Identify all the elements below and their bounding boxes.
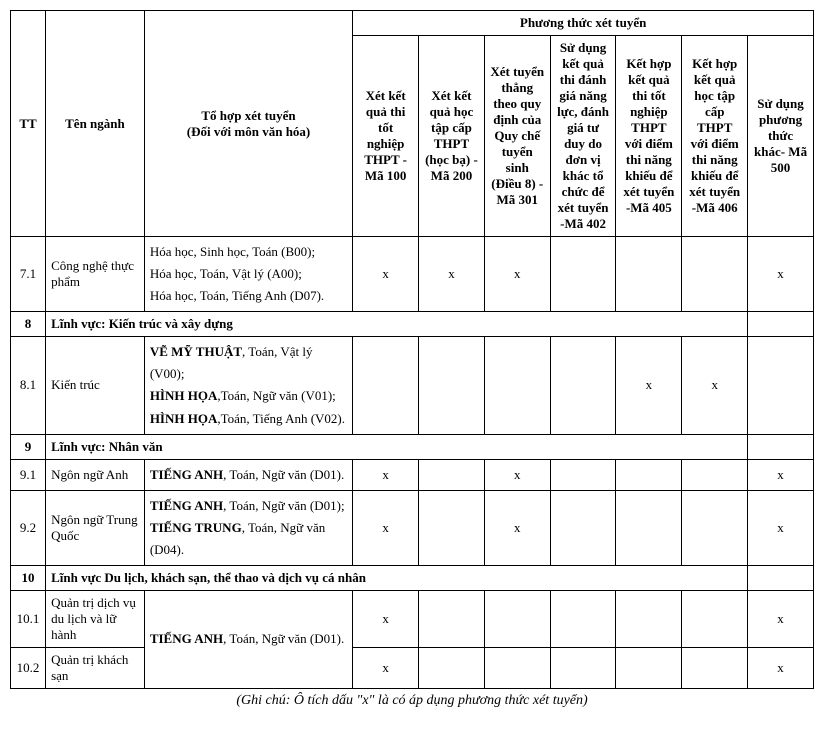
cell-m500: x [748,648,814,689]
cell-combo: Hóa học, Sinh học, Toán (B00);Hóa học, T… [144,237,352,312]
table-row: 7.1Công nghệ thực phẩmHóa học, Sinh học,… [11,237,814,312]
cell-m301: x [484,459,550,490]
hdr-to-hop-line2: (Đối với môn văn hóa) [187,124,311,139]
cell-tt: 8.1 [11,337,46,434]
cell-m406 [682,591,748,648]
cell-m100 [353,337,419,434]
table-row: 10.2Quản trị khách sạn x x [11,648,814,689]
cell-m301 [484,591,550,648]
cell-empty [748,434,814,459]
cell-m406 [682,237,748,312]
cell-tt: 9.1 [11,459,46,490]
hdr-to-hop: Tổ hợp xét tuyển(Đối với môn văn hóa) [144,11,352,237]
cell-m100: x [353,591,419,648]
cell-m405 [616,459,682,490]
hdr-m406: Kết hợp kết quả học tập cấp THPT với điể… [682,36,748,237]
table-row: 10.1Quản trị dịch vụ du lịch và lữ hànhT… [11,591,814,648]
cell-tt: 9 [11,434,46,459]
cell-m500: x [748,591,814,648]
hdr-phuong-thuc: Phương thức xét tuyển [353,11,814,36]
section-title: Lĩnh vực: Nhân văn [46,434,748,459]
cell-m200 [419,459,485,490]
hdr-m402: Sử dụng kết quả thi đánh giá năng lực, đ… [550,36,616,237]
cell-tt: 7.1 [11,237,46,312]
cell-m200 [419,337,485,434]
cell-m402 [550,648,616,689]
cell-m406 [682,490,748,565]
cell-m406 [682,648,748,689]
cell-m405 [616,591,682,648]
cell-m301: x [484,490,550,565]
cell-m301 [484,648,550,689]
cell-m100: x [353,459,419,490]
cell-m500 [748,337,814,434]
cell-m402 [550,337,616,434]
cell-m402 [550,237,616,312]
cell-m200 [419,490,485,565]
hdr-tt: TT [11,11,46,237]
hdr-m500: Sử dụng phương thức khác- Mã 500 [748,36,814,237]
cell-m100: x [353,648,419,689]
cell-tt: 8 [11,312,46,337]
cell-m500: x [748,459,814,490]
hdr-ten-nganh: Tên ngành [46,11,145,237]
cell-m200 [419,648,485,689]
cell-name: Quản trị khách sạn [46,648,145,689]
table-row: 8Lĩnh vực: Kiến trúc và xây dựng [11,312,814,337]
cell-combo: TIẾNG ANH, Toán, Ngữ văn (D01);TIẾNG TRU… [144,490,352,565]
cell-m100: x [353,237,419,312]
cell-m200: x [419,237,485,312]
cell-name: Quản trị dịch vụ du lịch và lữ hành [46,591,145,648]
cell-combo: TIẾNG ANH, Toán, Ngữ văn (D01). [144,459,352,490]
cell-tt: 9.2 [11,490,46,565]
cell-m301: x [484,237,550,312]
table-row: 9.1Ngôn ngữ AnhTIẾNG ANH, Toán, Ngữ văn … [11,459,814,490]
admission-table: TT Tên ngành Tổ hợp xét tuyển(Đối với mô… [10,10,814,689]
cell-m402 [550,490,616,565]
hdr-m301: Xét tuyển thẳng theo quy định của Quy ch… [484,36,550,237]
cell-empty [748,312,814,337]
cell-m500: x [748,490,814,565]
table-row: 8.1Kiến trúcVẼ MỸ THUẬT, Toán, Vật lý (V… [11,337,814,434]
cell-m200 [419,591,485,648]
cell-m406 [682,459,748,490]
cell-name: Công nghệ thực phẩm [46,237,145,312]
hdr-m405: Kết hợp kết quả thi tốt nghiệp THPT với … [616,36,682,237]
table-row: 9.2Ngôn ngữ Trung QuốcTIẾNG ANH, Toán, N… [11,490,814,565]
table-row: 9Lĩnh vực: Nhân văn [11,434,814,459]
cell-name: Ngôn ngữ Anh [46,459,145,490]
cell-combo: TIẾNG ANH, Toán, Ngữ văn (D01). [144,591,352,689]
cell-m100: x [353,490,419,565]
cell-tt: 10.1 [11,591,46,648]
cell-name: Ngôn ngữ Trung Quốc [46,490,145,565]
footnote: (Ghi chú: Ô tích dấu "x" là có áp dụng p… [10,693,814,709]
section-title: Lĩnh vực: Kiến trúc và xây dựng [46,312,748,337]
cell-empty [748,566,814,591]
cell-m405: x [616,337,682,434]
cell-m406: x [682,337,748,434]
cell-name: Kiến trúc [46,337,145,434]
hdr-m100: Xét kết quả thi tốt nghiệp THPT - Mã 100 [353,36,419,237]
cell-m405 [616,237,682,312]
cell-m301 [484,337,550,434]
cell-m405 [616,490,682,565]
table-row: 10Lĩnh vực Du lịch, khách sạn, thể thao … [11,566,814,591]
cell-m402 [550,591,616,648]
cell-m402 [550,459,616,490]
hdr-to-hop-line1: Tổ hợp xét tuyển [201,108,295,123]
table-body: 7.1Công nghệ thực phẩmHóa học, Sinh học,… [11,237,814,689]
cell-tt: 10 [11,566,46,591]
cell-combo: VẼ MỸ THUẬT, Toán, Vật lý (V00);HÌNH HỌA… [144,337,352,434]
section-title: Lĩnh vực Du lịch, khách sạn, thể thao và… [46,566,748,591]
hdr-m200: Xét kết quả học tập cấp THPT (học bạ) -M… [419,36,485,237]
cell-tt: 10.2 [11,648,46,689]
cell-m405 [616,648,682,689]
cell-m500: x [748,237,814,312]
table-header: TT Tên ngành Tổ hợp xét tuyển(Đối với mô… [11,11,814,237]
